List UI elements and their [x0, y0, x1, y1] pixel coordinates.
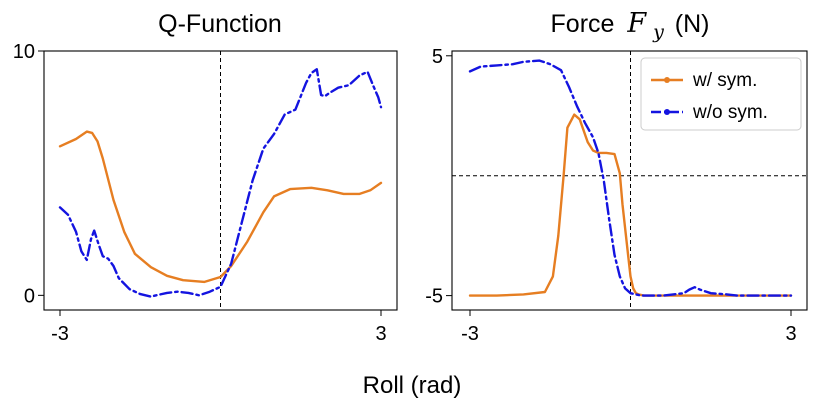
- q-function-title: Q-Function: [158, 10, 282, 38]
- x-axis-label: Roll (rad): [363, 372, 462, 399]
- x-tick-label: -3: [51, 323, 69, 345]
- series-line-sym: [58, 130, 383, 284]
- q-function-panel: Q-Function -3 3 0 10: [13, 10, 398, 345]
- y-tick-label: 0: [24, 285, 35, 307]
- y-tick-label: 10: [13, 41, 35, 63]
- force-title: Force F y (N): [551, 8, 710, 44]
- y-tick-label: -5: [425, 286, 443, 308]
- force-title-word: Force: [551, 10, 615, 38]
- legend-box: [640, 57, 802, 131]
- legend-label-nosym: w/o sym.: [692, 102, 768, 123]
- legend-marker-sym: [664, 77, 670, 83]
- force-title-unit: (N): [675, 10, 710, 38]
- force-title-subscript: y: [652, 21, 664, 43]
- force-axes-frame: [451, 50, 808, 311]
- y-tick-label: 5: [432, 46, 443, 68]
- force-ticks: -3 3 -5 5: [425, 46, 796, 345]
- q-function-axes-frame: [43, 50, 398, 311]
- legend-label-sym: w/ sym.: [692, 70, 757, 91]
- series-line-nosym: [468, 59, 793, 297]
- x-tick-label: 3: [375, 323, 386, 345]
- x-tick-label: 3: [785, 323, 796, 345]
- q-function-plot-area: [58, 51, 383, 310]
- series-line-nosym: [58, 68, 383, 298]
- force-panel: Force F y (N) -3 3 -5 5 w/ sym. w/o sym.: [425, 8, 808, 345]
- force-plot-area: [452, 51, 807, 310]
- x-tick-label: -3: [461, 323, 479, 345]
- q-function-ticks: -3 3 0 10: [13, 41, 387, 345]
- legend-marker-nosym: [664, 109, 670, 115]
- force-title-symbol: F: [626, 8, 647, 39]
- force-legend: w/ sym. w/o sym.: [640, 57, 802, 131]
